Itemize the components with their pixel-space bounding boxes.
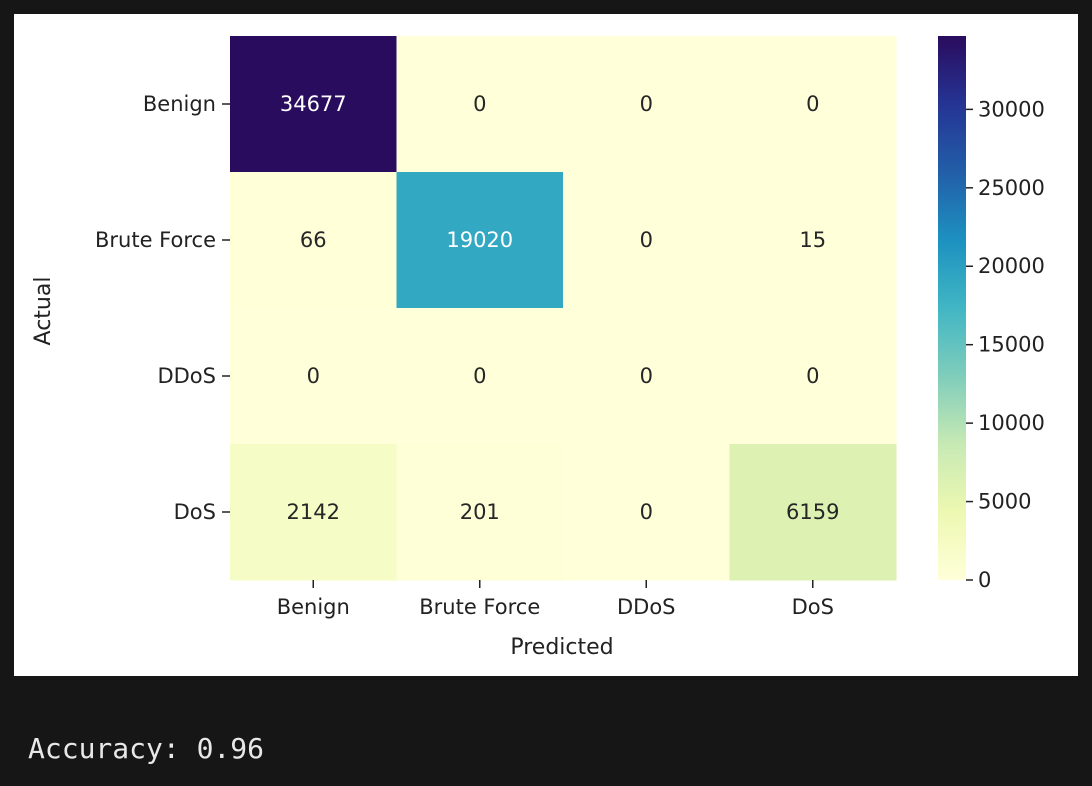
cell-value-label: 0 [806, 92, 819, 116]
colorbar-ticks: 0 5000 10000 15000 20000 25000 30000 [966, 97, 1045, 592]
heatmap-cell [563, 172, 730, 309]
y-axis-ticks: Benign Brute Force DDoS DoS [95, 92, 230, 524]
heatmap-cell [729, 172, 897, 309]
cell-value-label: 0 [640, 92, 653, 116]
heatmap-cell [563, 36, 730, 173]
accuracy-output-text: Accuracy: 0.96 [28, 732, 265, 765]
cell-value-label: 15 [799, 228, 826, 252]
cell-value-label: 0 [640, 364, 653, 388]
x-tick-label: Brute Force [419, 595, 540, 619]
colorbar-tick-label: 25000 [978, 176, 1045, 200]
y-tick-label: Benign [143, 92, 216, 116]
cell-value-label: 34677 [280, 92, 347, 116]
heatmap-cell [230, 444, 397, 581]
y-tick-label: DoS [174, 500, 216, 524]
cell-value-label: 19020 [446, 228, 513, 252]
heatmap-cell [230, 36, 397, 173]
heatmap-cell [729, 308, 897, 445]
heatmap-cell [396, 308, 564, 445]
notebook-output: Accuracy: 0.96 [0, 676, 1092, 786]
cell-value-label: 0 [307, 364, 320, 388]
x-tick-label: DoS [792, 595, 834, 619]
y-tick-label: Brute Force [95, 228, 216, 252]
heatmap-cell [729, 444, 897, 581]
cell-value-label: 0 [473, 364, 486, 388]
cell-value-label: 0 [473, 92, 486, 116]
x-axis-ticks: Benign Brute Force DDoS DoS [277, 580, 834, 619]
y-tick-label: DDoS [157, 364, 216, 388]
colorbar-tick-label: 0 [978, 568, 991, 592]
cell-value-label: 2142 [287, 500, 340, 524]
heatmap-cell [230, 308, 397, 445]
heatmap-cells [230, 36, 897, 581]
cell-value-label: 0 [640, 228, 653, 252]
cell-value-label: 6159 [786, 500, 839, 524]
cell-value-label: 201 [460, 500, 500, 524]
confusion-matrix-figure: 34677 0 0 0 66 19020 0 15 0 0 0 0 2142 201 0 6159 Benig… [14, 14, 1078, 676]
heatmap-cell [396, 36, 564, 173]
colorbar-tick-label: 5000 [978, 490, 1031, 514]
colorbar-tick-label: 15000 [978, 333, 1045, 357]
x-axis-label: Predicted [510, 635, 613, 660]
colorbar-tick-label: 20000 [978, 254, 1045, 278]
heatmap-cell [729, 36, 897, 173]
heatmap-cell [563, 444, 730, 581]
colorbar [938, 36, 966, 580]
x-tick-label: DDoS [617, 595, 676, 619]
cell-value-label: 0 [640, 500, 653, 524]
y-axis-label: Actual [31, 277, 56, 346]
cell-value-label: 66 [300, 228, 327, 252]
heatmap-cell [230, 172, 397, 309]
cell-value-label: 0 [806, 364, 819, 388]
colorbar-tick-label: 30000 [978, 97, 1045, 121]
x-tick-label: Benign [277, 595, 350, 619]
heatmap-cell-labels: 34677 0 0 0 66 19020 0 15 0 0 0 0 2142 201 0 6159 [280, 92, 840, 524]
heatmap-cell [563, 308, 730, 445]
heatmap-cell [396, 172, 564, 309]
heatmap-cell [396, 444, 564, 581]
colorbar-tick-label: 10000 [978, 411, 1045, 435]
